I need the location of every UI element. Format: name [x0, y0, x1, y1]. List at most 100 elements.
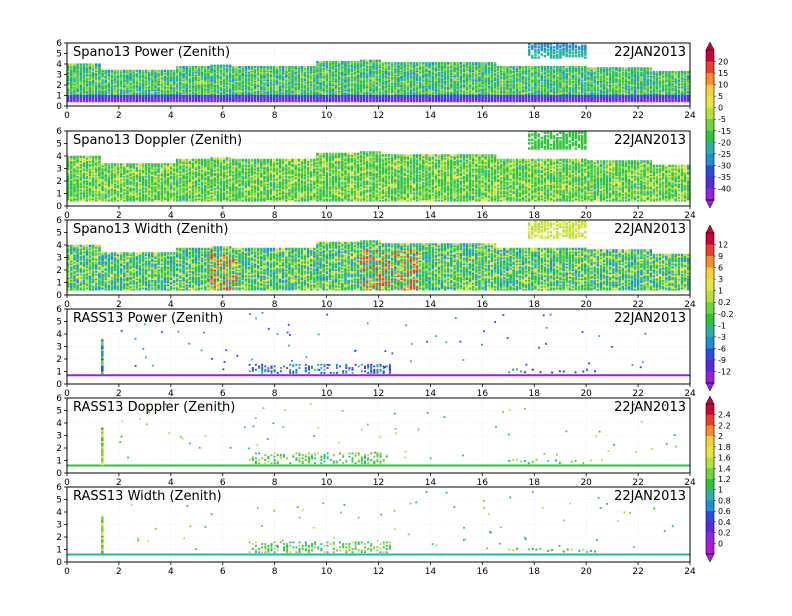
- echo-cell: [351, 61, 354, 63]
- echo-cell: [316, 61, 319, 63]
- echo-cell: [528, 46, 531, 48]
- echo-cell: [581, 66, 584, 68]
- echo-cell: [578, 66, 581, 68]
- echo-cell: [254, 66, 257, 68]
- echo-cell: [534, 49, 537, 51]
- echo-cell: [491, 62, 494, 64]
- echo-cell: [553, 46, 556, 48]
- echo-cell: [572, 52, 575, 54]
- echo-cell: [89, 63, 92, 65]
- echo-cell: [391, 62, 394, 64]
- echo-cell: [469, 62, 472, 64]
- echo-cell: [506, 66, 509, 68]
- echo-cell: [195, 66, 198, 68]
- echo-cell: [422, 62, 425, 64]
- echo-cell: [531, 55, 534, 57]
- echo-cell: [432, 62, 435, 64]
- echo-cell: [248, 66, 251, 68]
- echo-cell: [428, 62, 431, 64]
- echo-cell: [357, 61, 360, 63]
- echo-cell: [569, 45, 572, 47]
- echo-cell: [285, 66, 288, 68]
- echo-cell: [273, 66, 276, 68]
- echo-cell: [497, 66, 500, 68]
- echo-cell: [584, 56, 587, 58]
- echo-cell: [565, 53, 568, 55]
- echo-cell: [142, 70, 145, 72]
- echo-cell: [335, 61, 338, 63]
- echo-cell: [192, 66, 195, 68]
- echo-cell: [136, 70, 139, 72]
- echo-cell: [488, 62, 491, 64]
- echo-cell: [407, 62, 410, 64]
- echo-cell: [481, 62, 484, 64]
- echo-cell: [341, 61, 344, 63]
- echo-cell: [251, 66, 254, 68]
- echo-cell: [565, 66, 568, 68]
- echo-cell: [198, 66, 201, 68]
- echo-cell: [544, 48, 547, 50]
- echo-cell: [382, 62, 385, 64]
- echo-cell: [410, 62, 413, 64]
- echo-cell: [419, 62, 422, 64]
- echo-cell: [516, 66, 519, 68]
- echo-cell: [332, 61, 335, 63]
- echo-cell: [500, 66, 503, 68]
- echo-cell: [569, 66, 572, 68]
- echo-cell: [537, 49, 540, 51]
- echo-cell: [204, 66, 207, 68]
- echo-cell: [220, 65, 223, 67]
- echo-cell: [460, 62, 463, 64]
- echo-cell: [263, 66, 266, 68]
- echo-cell: [73, 63, 76, 65]
- echo-cell: [556, 53, 559, 55]
- echo-cell: [584, 45, 587, 47]
- echo-cell: [394, 62, 397, 64]
- echo-cell: [416, 62, 419, 64]
- echo-cell: [547, 49, 550, 51]
- echo-cell: [456, 62, 459, 64]
- echo-cell: [347, 61, 350, 63]
- echo-cell: [572, 55, 575, 57]
- echo-cell: [403, 62, 406, 64]
- echo-cell: [444, 62, 447, 64]
- echo-cell: [176, 66, 179, 68]
- echo-cell: [578, 46, 581, 48]
- echo-cell: [553, 66, 556, 68]
- echo-cell: [98, 63, 101, 65]
- echo-cell: [550, 66, 553, 68]
- echo-cell: [279, 66, 282, 68]
- echo-cell: [319, 61, 322, 63]
- echo-cell: [288, 66, 291, 68]
- echo-cell: [129, 70, 132, 72]
- echo-cell: [537, 56, 540, 58]
- echo-cell: [173, 70, 176, 72]
- echo-cell: [537, 66, 540, 68]
- echo-cell: [569, 55, 572, 57]
- echo-cell: [503, 66, 506, 68]
- echo-cell: [547, 52, 550, 54]
- echo-cell: [154, 70, 157, 72]
- echo-cell: [400, 62, 403, 64]
- echo-cell: [562, 48, 565, 50]
- echo-cell: [298, 66, 301, 68]
- echo-cell: [114, 70, 117, 72]
- echo-cell: [151, 70, 154, 72]
- echo-cell: [528, 66, 531, 68]
- echo-cell: [397, 62, 400, 64]
- echo-cell: [185, 66, 188, 68]
- echo-cell: [167, 70, 170, 72]
- echo-cell: [83, 63, 86, 65]
- echo-cell: [450, 62, 453, 64]
- echo-cell: [547, 66, 550, 68]
- echo-cell: [217, 65, 220, 67]
- echo-cell: [375, 60, 378, 62]
- echo-cell: [512, 66, 515, 68]
- echo-cell: [559, 45, 562, 47]
- echo-cell: [544, 66, 547, 68]
- echo-cell: [344, 61, 347, 63]
- echo-cell: [385, 62, 388, 64]
- echo-cell: [139, 70, 142, 72]
